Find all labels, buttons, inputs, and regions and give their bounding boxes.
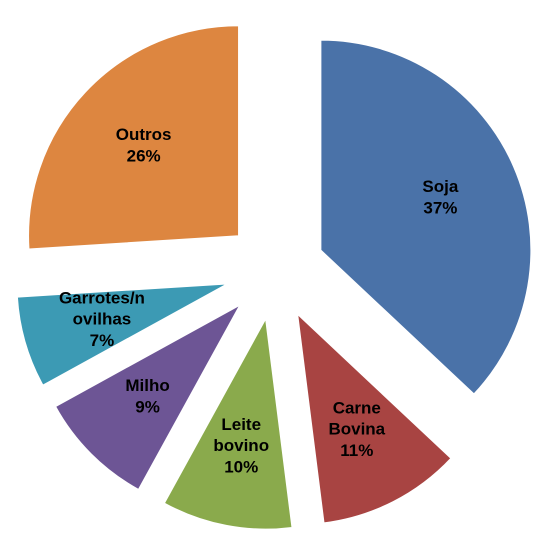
slice-label: Leite bovino (213, 415, 269, 455)
pie-slice (297, 313, 452, 524)
value-label: 10% (224, 457, 258, 476)
slice-label: Carne Bovina (328, 399, 385, 439)
slice-label: Garrotes/n ovilhas (59, 289, 145, 329)
pie-slice (28, 25, 240, 250)
value-label: 26% (127, 147, 161, 166)
value-label: 7% (90, 331, 115, 350)
pie-slice (320, 39, 532, 395)
slice-label: Outros (116, 126, 172, 145)
pie-slice (16, 283, 228, 386)
value-label: 9% (135, 397, 160, 416)
pie-slice (163, 317, 293, 530)
slice-label: Milho (125, 376, 169, 395)
slice-label: Soja (422, 177, 458, 196)
pie-slice (54, 304, 241, 491)
value-label: 11% (340, 441, 373, 460)
value-label: 37% (423, 198, 457, 217)
